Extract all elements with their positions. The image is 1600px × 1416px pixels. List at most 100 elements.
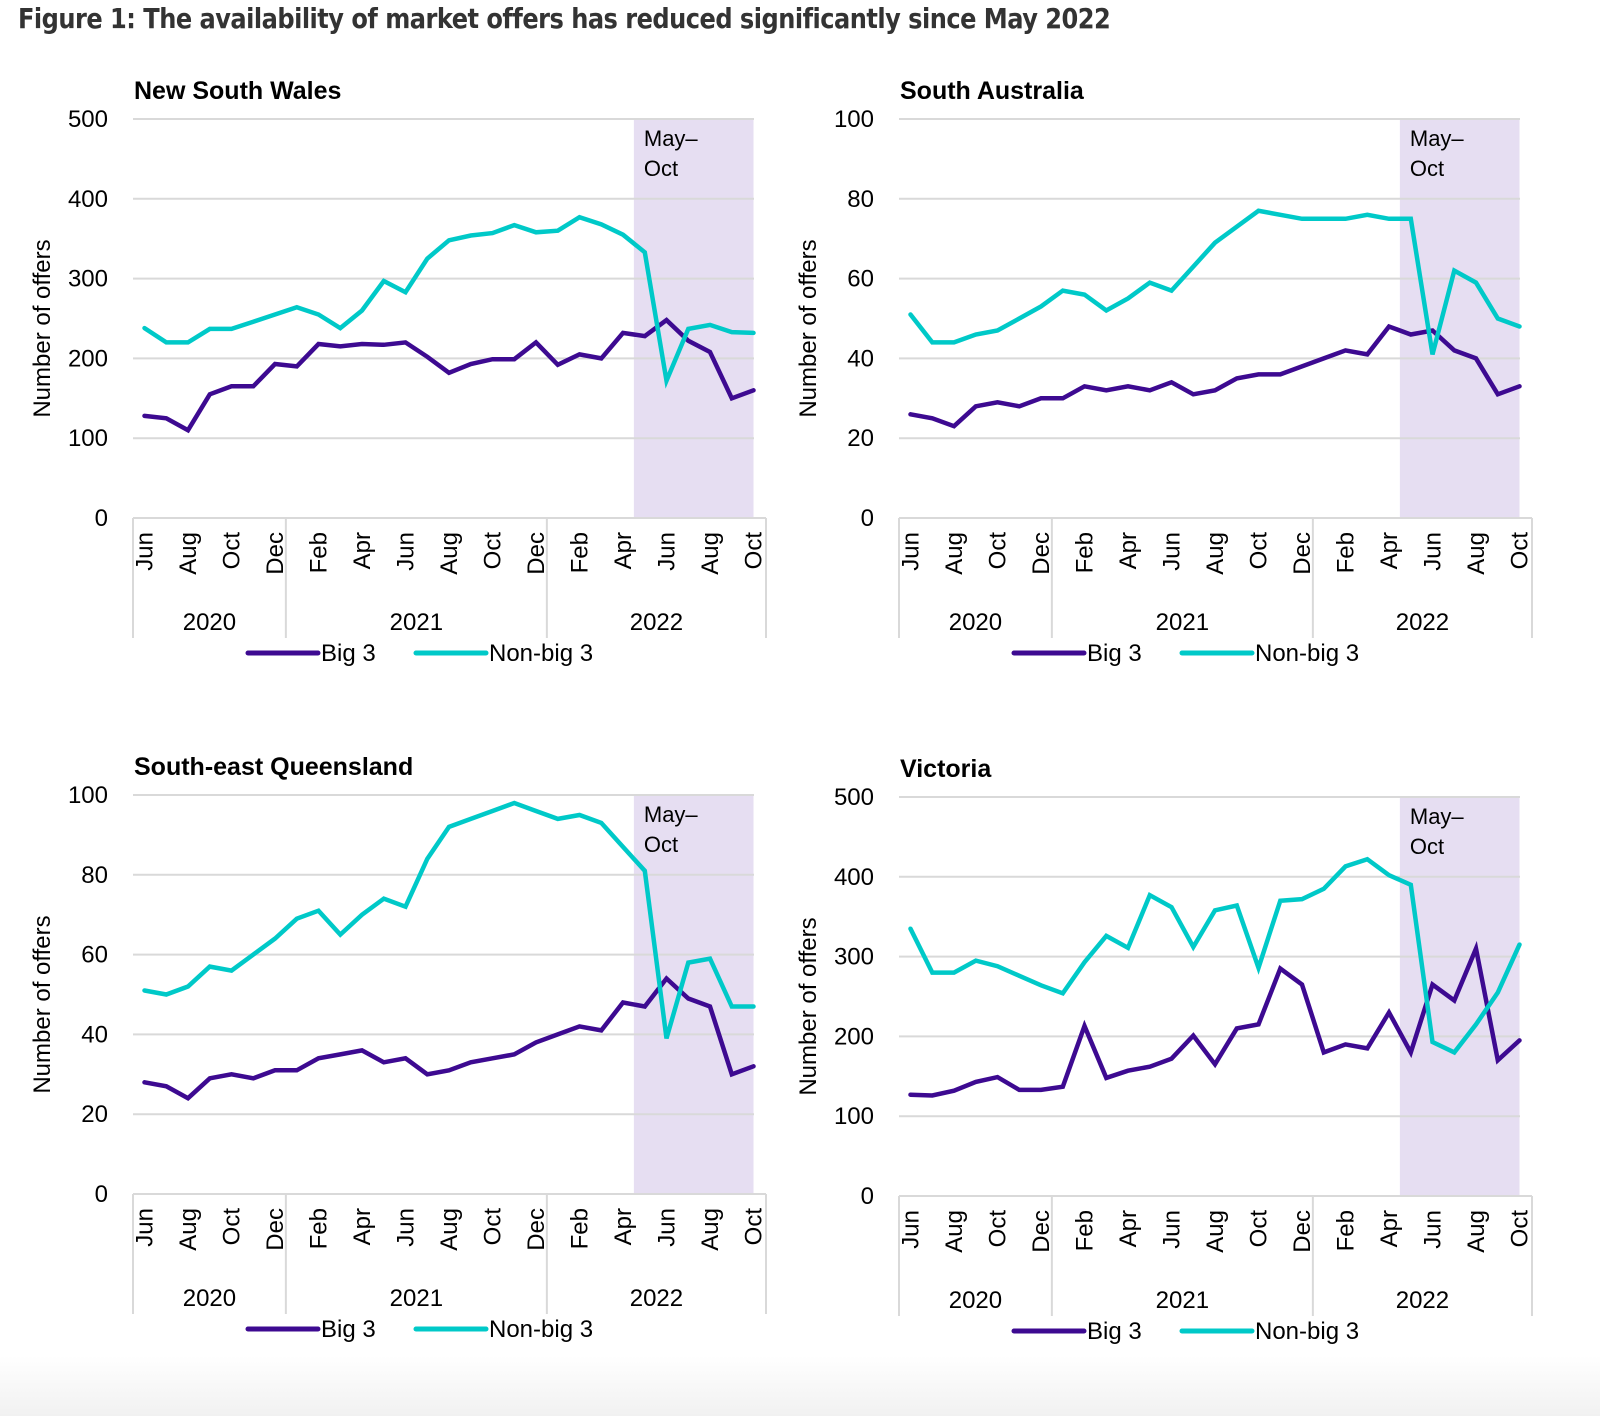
x-tick-label: Oct xyxy=(480,532,507,570)
non-big3-line xyxy=(142,214,756,389)
x-tick-label: Dec xyxy=(1028,532,1055,575)
chart-title: Victoria xyxy=(900,755,992,783)
legend-label-big3: Big 3 xyxy=(1087,640,1142,667)
shaded-region-label: May– xyxy=(1410,126,1465,151)
y-tick-label: 100 xyxy=(834,106,874,133)
x-tick-label: Feb xyxy=(1333,1210,1360,1251)
bottom-fade xyxy=(0,1356,1600,1416)
x-tick-label: Oct xyxy=(741,1208,768,1246)
shaded-region-label: Oct xyxy=(1410,834,1444,859)
x-tick-label: Jun xyxy=(1159,532,1186,571)
chart-title: New South Wales xyxy=(134,77,341,105)
figure-title: Figure 1: The availability of market off… xyxy=(18,2,1111,35)
non-big3-line xyxy=(908,856,1522,1056)
x-tick-label: Oct xyxy=(1246,1210,1273,1248)
x-tick-label: Aug xyxy=(697,1208,724,1251)
y-tick-label: 0 xyxy=(861,505,874,532)
x-tick-label: Aug xyxy=(175,1208,202,1251)
y-tick-label: 300 xyxy=(834,944,874,971)
y-tick-label: 40 xyxy=(847,345,874,372)
year-label: 2020 xyxy=(183,609,236,636)
y-tick-label: 0 xyxy=(95,505,108,532)
x-tick-label: Oct xyxy=(219,1208,246,1246)
x-tick-label: Aug xyxy=(175,532,202,575)
year-label: 2020 xyxy=(949,1287,1002,1314)
x-tick-label: Jun xyxy=(654,532,681,571)
shaded-region-label: May– xyxy=(644,126,699,151)
x-tick-label: Aug xyxy=(941,532,968,575)
x-tick-label: Apr xyxy=(1115,1210,1142,1247)
legend-label-big3: Big 3 xyxy=(321,1316,376,1343)
big3-line xyxy=(142,317,756,434)
y-tick-label: 500 xyxy=(68,106,108,133)
year-label: 2021 xyxy=(1156,609,1209,636)
x-tick-label: Jun xyxy=(393,532,420,571)
year-label: 2022 xyxy=(1396,609,1449,636)
x-tick-label: Feb xyxy=(567,1208,594,1249)
x-tick-label: Oct xyxy=(1507,532,1534,570)
x-tick-label: Apr xyxy=(1376,532,1403,569)
shaded-region-label: Oct xyxy=(644,832,678,857)
x-tick-label: Feb xyxy=(306,532,333,573)
y-tick-label: 60 xyxy=(81,942,108,969)
x-tick-label: Jun xyxy=(1420,1210,1447,1249)
x-tick-label: Oct xyxy=(1507,1210,1534,1248)
x-tick-label: Oct xyxy=(985,532,1012,570)
x-tick-label: Feb xyxy=(1072,1210,1099,1251)
y-tick-label: 500 xyxy=(834,784,874,811)
chart-title: South Australia xyxy=(900,77,1085,105)
x-tick-label: Aug xyxy=(1463,1210,1490,1253)
x-tick-label: Jun xyxy=(132,1208,159,1247)
x-tick-label: Jun xyxy=(393,1208,420,1247)
x-tick-label: Dec xyxy=(262,532,289,575)
y-tick-label: 100 xyxy=(834,1103,874,1130)
y-axis-label: Number of offers xyxy=(29,915,56,1093)
chart-svg: New South Wales May– Oct 0 100 200 300 400 500 Nu… xyxy=(29,77,768,667)
x-tick-label: Aug xyxy=(697,532,724,575)
x-tick-label: Dec xyxy=(1028,1210,1055,1253)
chart-svg: South-east Queensland May– Oct 0 20 40 60 80 100… xyxy=(29,753,768,1343)
x-tick-label: Jun xyxy=(654,1208,681,1247)
x-tick-label: Feb xyxy=(567,532,594,573)
legend-label-big3: Big 3 xyxy=(1087,1318,1142,1345)
x-tick-label: Jun xyxy=(132,532,159,571)
x-tick-label: Oct xyxy=(480,1208,507,1246)
big3-line xyxy=(908,323,1522,429)
legend-label-non-big3: Non-big 3 xyxy=(489,640,593,667)
y-tick-label: 400 xyxy=(68,186,108,213)
non-big3-line xyxy=(908,208,1522,355)
year-label: 2021 xyxy=(390,609,443,636)
y-axis-label: Number of offers xyxy=(795,917,822,1095)
big3-line xyxy=(142,975,756,1101)
shaded-region-label: May– xyxy=(1410,804,1465,829)
x-tick-label: Feb xyxy=(1333,532,1360,573)
x-tick-label: Feb xyxy=(306,1208,333,1249)
chart-svg: Victoria May– Oct 0 100 200 300 400 500 Number of… xyxy=(795,755,1534,1345)
x-tick-label: Oct xyxy=(985,1210,1012,1248)
y-tick-label: 0 xyxy=(861,1183,874,1210)
x-tick-label: Aug xyxy=(1202,532,1229,575)
x-tick-label: Jun xyxy=(898,532,925,571)
year-label: 2022 xyxy=(1396,1287,1449,1314)
y-tick-label: 100 xyxy=(68,782,108,809)
x-tick-label: Aug xyxy=(1463,532,1490,575)
y-tick-label: 200 xyxy=(834,1023,874,1050)
year-label: 2020 xyxy=(183,1285,236,1312)
y-axis-label: Number of offers xyxy=(29,239,56,417)
y-tick-label: 80 xyxy=(81,862,108,889)
x-tick-label: Apr xyxy=(349,532,376,569)
chart-panel-sa: South Australia May– Oct 0 20 40 60 80 100 Number… xyxy=(766,70,1546,690)
y-tick-label: 20 xyxy=(81,1101,108,1128)
x-tick-label: Oct xyxy=(219,532,246,570)
y-tick-label: 100 xyxy=(68,425,108,452)
x-tick-label: Jun xyxy=(1420,532,1447,571)
chart-title: South-east Queensland xyxy=(134,753,413,781)
x-tick-label: Dec xyxy=(523,532,550,575)
y-tick-label: 400 xyxy=(834,864,874,891)
y-tick-label: 20 xyxy=(847,425,874,452)
shaded-region-label: Oct xyxy=(644,156,678,181)
shaded-region-label: May– xyxy=(644,802,699,827)
x-tick-label: Apr xyxy=(1376,1210,1403,1247)
x-tick-label: Oct xyxy=(741,532,768,570)
y-tick-label: 40 xyxy=(81,1021,108,1048)
